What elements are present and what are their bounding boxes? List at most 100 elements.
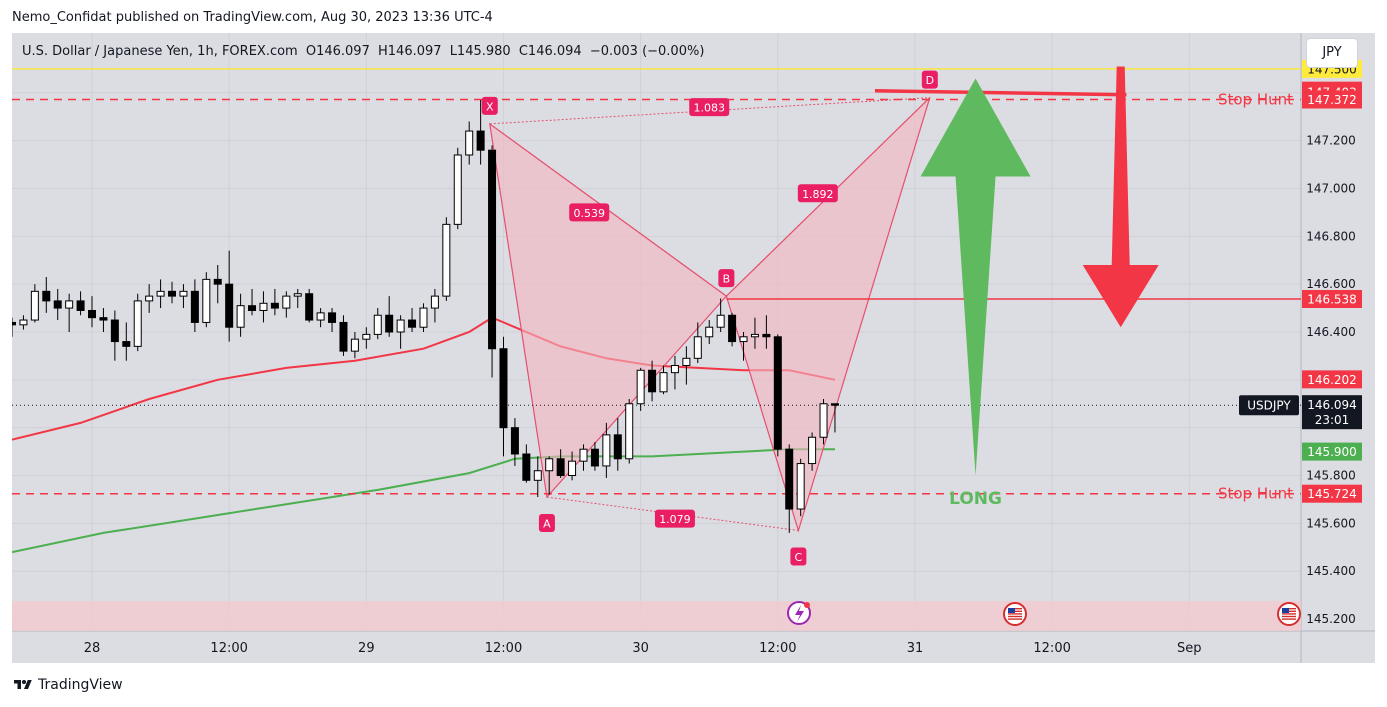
candles [12,99,839,533]
x-tick-label: 12:00 [759,641,796,656]
candle-body [488,149,497,350]
symbol-badge[interactable] [1239,395,1299,416]
pattern-point-a[interactable] [538,514,555,533]
current-price-label: 146.094 [1307,398,1357,412]
candle-body [270,302,279,309]
y-tick-label: 145.800 [1306,469,1356,483]
candle-body [76,300,85,311]
chart-background [12,33,1375,663]
candle-body [636,369,645,405]
short-arrow[interactable] [1082,66,1159,328]
candle-body [53,300,62,309]
candle-body [533,470,542,481]
pattern-point-c[interactable] [790,547,807,566]
long-arrow[interactable] [920,78,1031,476]
currency-button[interactable]: JPY [1306,38,1358,68]
d-target-line[interactable] [874,89,1127,97]
ratio-badge[interactable] [689,98,730,117]
candle-body [453,154,462,225]
candle-body [579,448,588,462]
ratio-badge-label: 1.083 [693,102,725,115]
candle-body [339,321,348,352]
candle-body [12,321,16,326]
candle-body [248,305,257,311]
candle-body [202,278,211,323]
tradingview-footer[interactable]: TradingView [12,677,123,693]
y-tick-label: 145.400 [1306,564,1356,578]
horizontal-levels[interactable]: Stop Hunt Stop Hunt [12,68,1301,503]
event-band-rect [12,601,1301,631]
candle-body [213,278,222,285]
candle-body [350,338,359,352]
time-axis[interactable]: 28 12:00 29 12:00 30 12:00 31 12:00 Sep [84,641,1202,656]
candle-body [522,453,531,481]
symbol-description[interactable]: U.S. Dollar / Japanese Yen, 1h, FOREX.co… [22,44,298,59]
stop-hunt-label: Stop Hunt [1218,485,1293,503]
candle-body [110,319,119,343]
tradingview-logo-icon [14,680,32,689]
price-badge-label: 145.900 [1307,445,1357,459]
price-badge-label: 145.724 [1307,487,1357,501]
candle-body [179,290,188,297]
flag-canton [1282,608,1289,613]
x-tick-label: 12:00 [210,641,247,656]
candle-body [419,307,428,328]
symbol-legend: U.S. Dollar / Japanese Yen, 1h, FOREX.co… [22,44,708,59]
candle-body [510,427,519,455]
candle-body [328,312,337,323]
chart-canvas[interactable]: Stop Hunt Stop Hunt LONG X A B C D 1.083 0.539 1… [12,33,1375,663]
candle-body [808,436,817,465]
candle-body [373,314,382,335]
x-tick-label: 29 [358,641,375,656]
legend-open: O146.097 [305,44,370,59]
ratio-badge[interactable] [654,509,695,528]
pattern-ratio-line [489,123,727,297]
current-price-badge[interactable] [1302,395,1362,430]
candle-body [156,290,165,297]
pattern-point-d[interactable] [921,70,938,89]
price-badge[interactable] [1302,289,1362,308]
candle-body [442,223,451,297]
candle-body [145,295,154,302]
candle-body [19,319,28,326]
candle-body [830,403,839,406]
pattern-ratio-line [726,97,931,297]
candle-body [65,300,74,309]
tradingview-brand: TradingView [38,677,123,693]
earnings-icon[interactable] [787,601,811,625]
us-flag-icon[interactable] [1277,602,1301,626]
candle-body [430,295,439,309]
candle-body [590,448,599,467]
us-flag-icon[interactable] [1003,602,1027,626]
candle-body [785,448,794,510]
event-icons[interactable] [787,601,1301,626]
pattern-point-label: X [486,100,494,113]
candle-body [305,293,314,321]
candle-body [465,130,474,156]
price-badge[interactable] [1302,90,1362,109]
ratio-badge-label: 0.539 [573,207,605,220]
candle-body [739,336,748,343]
pattern-labels[interactable]: X A B C D 1.083 0.539 1.892 1.079 [481,70,938,566]
candle-body [259,302,268,311]
ratio-badge[interactable] [569,203,610,222]
candle-body [88,309,97,319]
price-axis[interactable]: 147.200 147.000 146.800 146.600 146.400 145.8… [1239,59,1362,626]
ema-green-line [12,448,835,554]
price-badge[interactable] [1302,370,1362,389]
x-tick-label: 12:00 [1033,641,1070,656]
pattern-point-x[interactable] [481,96,498,115]
price-badge[interactable] [1302,484,1362,503]
candle-body [613,434,622,460]
flag-stripe [1008,618,1022,620]
pattern-point-b[interactable] [718,269,735,288]
candle-body [545,458,554,472]
flag-stripe [1282,613,1296,615]
trade-arrows[interactable]: LONG [920,66,1159,509]
price-badge[interactable] [1302,442,1362,461]
legend-high: H146.097 [378,44,442,59]
ratio-badge[interactable] [797,184,838,203]
x-tick-label: Sep [1177,641,1202,656]
stop-hunt-label: Stop Hunt [1218,90,1293,108]
candle-body [225,283,234,328]
